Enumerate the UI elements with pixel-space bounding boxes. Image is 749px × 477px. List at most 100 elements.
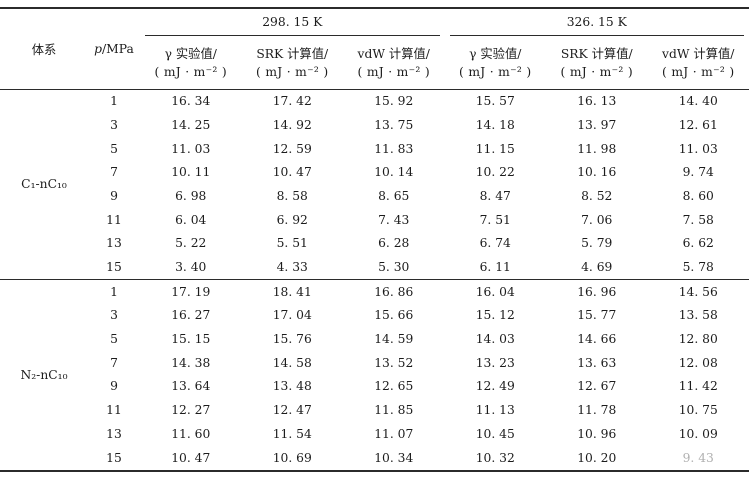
value-cell: 10. 75 — [678, 403, 718, 418]
header-pressure: p/MPa — [88, 8, 140, 90]
table-row: 15 10. 47 10. 69 10. 34 10. 32 10. 20 9. 43 — [0, 446, 749, 471]
surface-tension-table: 体系 p/MPa 298. 15 K 326. 15 K γ 实验值/ ( mJ… — [0, 7, 749, 472]
value-cell: 17. 42 — [272, 94, 312, 109]
pressure-cell: 5 — [110, 141, 118, 156]
value-cell: 8. 52 — [581, 188, 613, 203]
value-cell: 16. 13 — [577, 94, 617, 109]
column-label: vdW 计算值/ — [662, 47, 735, 62]
value-cell: 10. 45 — [475, 426, 515, 441]
table-row: C₁-nC₁₀ 1 16. 34 17. 42 15. 92 15. 57 16. 13 14… — [0, 89, 749, 190]
table-row: 9 6. 98 8. 58 8. 65 8. 47 8. 52 8. 60 — [0, 184, 749, 208]
pressure-symbol: p — [94, 41, 103, 56]
column-label: SRK 计算值/ — [560, 47, 633, 62]
value-cell: 10. 32 — [475, 450, 515, 465]
system-label: C₁-nC₁₀ — [21, 177, 67, 192]
value-cell: 14. 18 — [475, 117, 515, 132]
table-row: 5 15. 15 15. 76 14. 59 14. 03 14. 66 12. 80 — [0, 327, 749, 351]
column-unit: ( mJ · m⁻² ) — [357, 65, 430, 80]
value-cell: 15. 77 — [577, 308, 617, 323]
value-cell: 10. 20 — [577, 450, 617, 465]
column-header-srk-298: SRK 计算值/ ( mJ · m⁻² ) — [241, 39, 343, 90]
value-cell: 11. 13 — [475, 403, 515, 418]
value-cell: 12. 08 — [678, 355, 718, 370]
column-header-row: γ 实验值/ ( mJ · m⁻² ) SRK 计算值/ ( mJ · m⁻² … — [0, 39, 749, 90]
value-cell: 11. 54 — [272, 426, 312, 441]
value-cell: 5. 51 — [276, 236, 308, 251]
column-unit: ( mJ · m⁻² ) — [256, 65, 329, 80]
value-cell: 14. 66 — [577, 332, 617, 347]
value-cell: 14. 56 — [678, 284, 718, 299]
value-cell: 18. 41 — [272, 284, 312, 299]
value-cell: 7. 06 — [581, 212, 613, 227]
column-label: γ 实验值/ — [469, 47, 522, 62]
pressure-cell: 1 — [110, 284, 118, 299]
value-cell: 13. 75 — [374, 117, 414, 132]
value-cell: 12. 47 — [272, 403, 312, 418]
value-cell: 10. 22 — [475, 165, 515, 180]
pressure-cell: 3 — [110, 308, 118, 323]
value-cell: 16. 27 — [171, 308, 211, 323]
value-cell: 11. 03 — [678, 141, 718, 156]
value-cell: 11. 07 — [374, 426, 414, 441]
value-cell: 12. 27 — [171, 403, 211, 418]
column-unit: ( mJ · m⁻² ) — [662, 65, 735, 80]
column-unit: ( mJ · m⁻² ) — [154, 65, 227, 80]
value-cell: 11. 83 — [374, 141, 414, 156]
value-cell: 8. 47 — [479, 188, 511, 203]
pressure-cell: 11 — [106, 212, 122, 227]
system-label: N₂-nC₁₀ — [20, 367, 68, 382]
column-header-gamma-326: γ 实验值/ ( mJ · m⁻² ) — [444, 39, 546, 90]
value-cell: 10. 47 — [171, 450, 211, 465]
value-cell: 5. 79 — [581, 236, 613, 251]
table-row: 7 10. 11 10. 47 10. 14 10. 22 10. 16 9. 74 — [0, 161, 749, 185]
value-cell: 16. 86 — [374, 284, 414, 299]
section-c1-nc10: C₁-nC₁₀ 1 16. 34 17. 42 15. 92 15. 57 16. 13 14… — [0, 89, 749, 280]
value-cell: 14. 59 — [374, 332, 414, 347]
table-row: 13 5. 22 5. 51 6. 28 6. 74 5. 79 6. 62 — [0, 232, 749, 256]
value-cell: 10. 69 — [272, 450, 312, 465]
value-cell: 15. 76 — [272, 332, 312, 347]
table-row: 11 12. 27 12. 47 11. 85 11. 13 11. 78 10. 75 — [0, 398, 749, 422]
value-cell: 6. 11 — [479, 260, 511, 274]
section-n2-nc10: N₂-nC₁₀ 1 17. 19 18. 41 16. 86 16. 04 16. 96 14… — [0, 279, 749, 471]
value-cell: 14. 25 — [171, 117, 211, 132]
value-cell: 13. 58 — [678, 308, 718, 323]
value-cell: 14. 92 — [272, 117, 312, 132]
value-cell: 5. 30 — [378, 260, 410, 274]
pressure-cell: 9 — [110, 379, 118, 394]
column-header-vdw-326: vdW 计算值/ ( mJ · m⁻² ) — [647, 39, 749, 90]
value-cell: 4. 69 — [581, 260, 613, 274]
value-cell: 16. 96 — [577, 284, 617, 299]
column-header-vdw-298: vdW 计算值/ ( mJ · m⁻² ) — [343, 39, 445, 90]
table-row: N₂-nC₁₀ 1 17. 19 18. 41 16. 86 16. 04 16. 96 14… — [0, 280, 749, 380]
value-cell: 14. 58 — [272, 355, 312, 370]
temp-group-header-326: 326. 15 K — [445, 8, 749, 39]
pressure-cell: 13 — [106, 426, 122, 441]
value-cell: 6. 04 — [175, 212, 207, 227]
value-cell: 3. 40 — [175, 260, 207, 274]
value-cell: 14. 40 — [678, 94, 718, 109]
column-label: γ 实验值/ — [164, 47, 217, 62]
table-row: 13 11. 60 11. 54 11. 07 10. 45 10. 96 10. 09 — [0, 422, 749, 446]
value-cell: 16. 04 — [475, 284, 515, 299]
value-cell: 8. 58 — [276, 188, 308, 203]
value-cell: 14. 03 — [475, 332, 515, 347]
table-row: 3 16. 27 17. 04 15. 66 15. 12 15. 77 13. 58 — [0, 304, 749, 328]
pressure-cell: 15 — [106, 260, 122, 274]
value-cell: 7. 43 — [378, 212, 410, 227]
pressure-cell: 7 — [110, 165, 118, 180]
value-cell: 14. 38 — [171, 355, 211, 370]
table-row: 7 14. 38 14. 58 13. 52 13. 23 13. 63 12. 08 — [0, 351, 749, 375]
value-cell: 12. 65 — [374, 379, 414, 394]
value-cell: 9. 43 — [682, 450, 714, 465]
value-cell: 10. 11 — [171, 165, 211, 180]
value-cell: 8. 60 — [682, 188, 714, 203]
value-cell: 10. 14 — [374, 165, 414, 180]
value-cell: 10. 09 — [678, 426, 718, 441]
value-cell: 13. 23 — [475, 355, 515, 370]
pressure-unit: /MPa — [102, 41, 134, 56]
table-row: 5 11. 03 12. 59 11. 83 11. 15 11. 98 11. 03 — [0, 137, 749, 161]
value-cell: 10. 34 — [374, 450, 414, 465]
value-cell: 12. 59 — [272, 141, 312, 156]
value-cell: 15. 66 — [374, 308, 414, 323]
